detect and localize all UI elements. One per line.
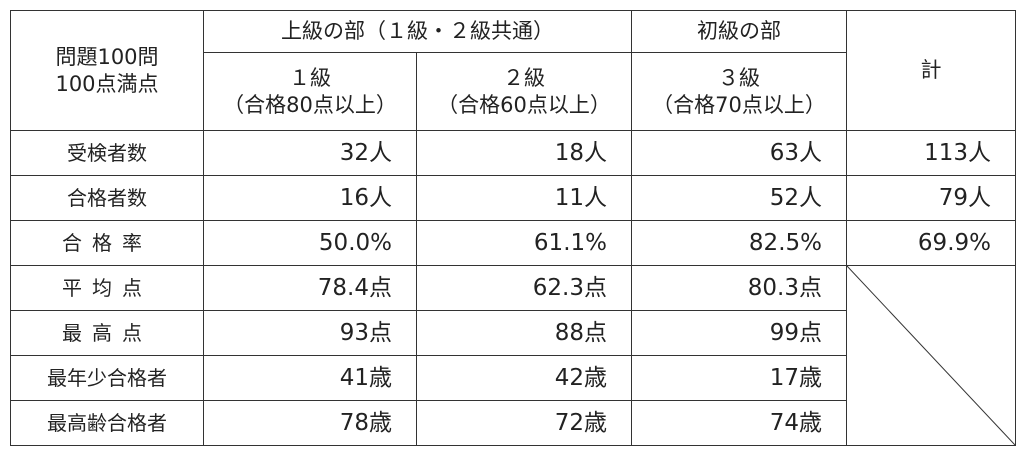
text-line: 問題100問 [55,45,159,70]
text-line: 100点満点 [55,71,159,96]
group-header: 初級の部 [631,10,847,53]
value-cell: 52人 [631,175,847,221]
row-label: 最高齢合格者 [10,400,204,446]
grade-header: １級 （合格80点以上） [203,52,417,131]
text-line: １級 [289,66,331,91]
text-line: ３級 [718,66,760,91]
data-row: 平均点 78.4点 62.3点 80.3点 [10,265,1016,446]
value-cell: 79人 [846,175,1016,221]
group-header: 上級の部（１級・２級共通） [203,10,632,53]
text-line: （合格60点以上） [437,92,611,117]
diagonal [847,266,1015,445]
text-line: （合格80点以上） [223,92,397,117]
grade-header: ３級 （合格70点以上） [631,52,847,131]
empty-diagonal-cell [846,265,1016,446]
value-cell: 42歳 [416,355,632,401]
value-cell: 11人 [416,175,632,221]
corner-cell: 問題100問 100点満点 [10,10,204,131]
value-cell: 61.1% [416,220,632,266]
data-row: 最高点 93点 88点 99点 [10,310,1016,356]
value-cell: 62.3点 [416,265,632,311]
value-cell: 88点 [416,310,632,356]
value-cell: 50.0% [203,220,417,266]
data-row: 受検者数 32人 18人 63人 113人 [10,130,1016,176]
row-label: 合格率 [10,220,204,266]
value-cell: 17歳 [631,355,847,401]
data-row: 合格率 50.0% 61.1% 82.5% 69.9% [10,220,1016,266]
text-line: （合格70点以上） [652,92,826,117]
total-header: 計 [846,10,1016,131]
value-cell: 93点 [203,310,417,356]
value-cell: 80.3点 [631,265,847,311]
data-row: 最高齢合格者 78歳 72歳 74歳 [10,400,1016,446]
row-label: 平均点 [10,265,204,311]
grade-header: ２級 （合格60点以上） [416,52,632,131]
row-label: 最高点 [10,310,204,356]
value-cell: 82.5% [631,220,847,266]
text-line: ２級 [503,66,545,91]
value-cell: 18人 [416,130,632,176]
results-table: 問題100問 100点満点 上級の部（１級・２級共通） 初級の部計 １級 （合格80点以上… [10,10,1016,446]
row-label: 最年少合格者 [10,355,204,401]
value-cell: 78.4点 [203,265,417,311]
value-cell: 16人 [203,175,417,221]
value-cell: 74歳 [631,400,847,446]
value-cell: 63人 [631,130,847,176]
value-cell: 78歳 [203,400,417,446]
value-cell: 69.9% [846,220,1016,266]
data-row: 最年少合格者 41歳 42歳 17歳 [10,355,1016,401]
value-cell: 72歳 [416,400,632,446]
row-label: 受検者数 [10,130,204,176]
value-cell: 32人 [203,130,417,176]
row-label: 合格者数 [10,175,204,221]
value-cell: 113人 [846,130,1016,176]
value-cell: 99点 [631,310,847,356]
header-row: 問題100問 100点満点 上級の部（１級・２級共通） 初級の部計 [10,10,1016,131]
data-row: 合格者数 16人 11人 52人 79人 [10,175,1016,221]
value-cell: 41歳 [203,355,417,401]
